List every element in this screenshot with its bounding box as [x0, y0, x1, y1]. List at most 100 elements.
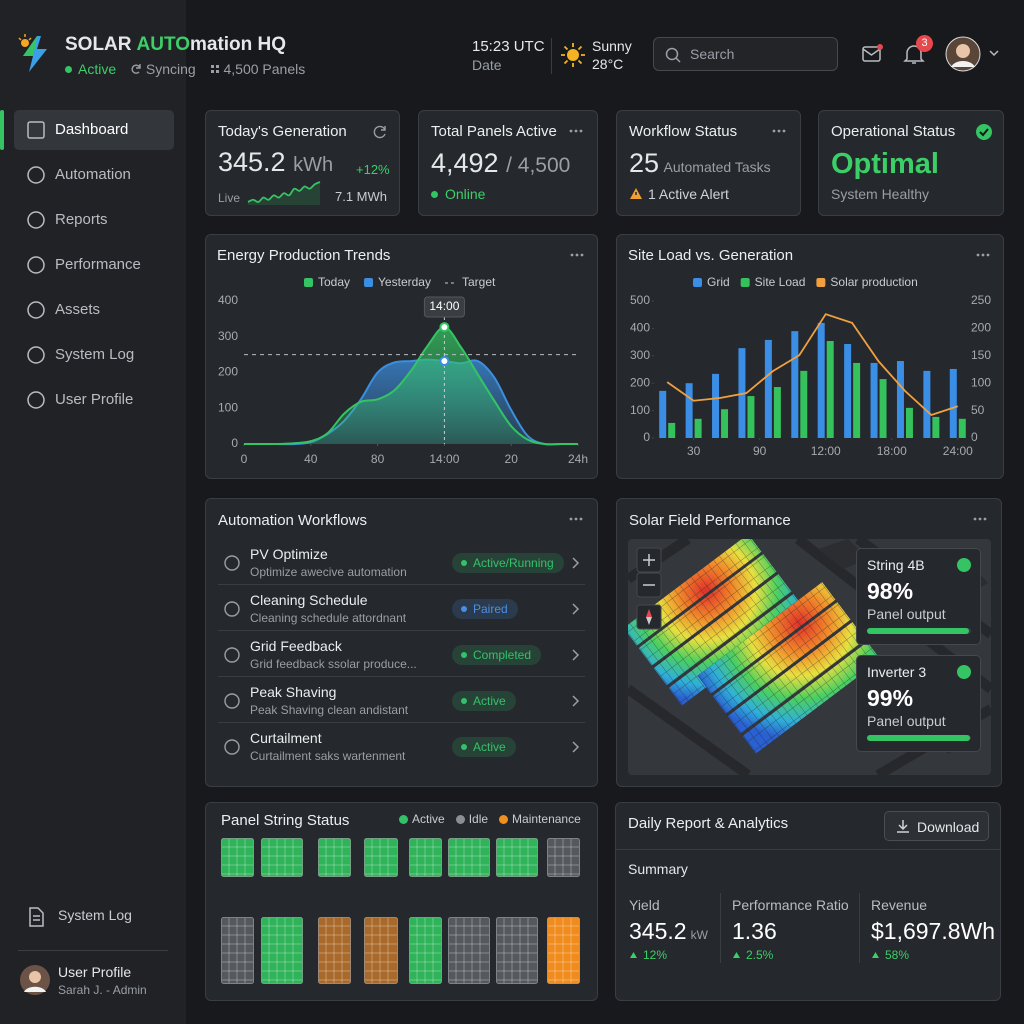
value: 345.2	[218, 147, 286, 177]
bar	[844, 344, 852, 438]
nav-item[interactable]: Automation	[14, 155, 174, 195]
workflow-description: Grid feedback ssolar produce...	[250, 657, 417, 671]
circle	[777, 129, 781, 133]
legend-label: Today	[318, 275, 350, 289]
point-marker	[439, 356, 450, 367]
metric-label: Performance Ratio	[732, 897, 849, 913]
up-arrow	[733, 952, 740, 958]
kpi-title: Total Panels Active	[431, 123, 557, 140]
panel-body	[448, 917, 490, 984]
overlay-name: Inverter 3	[867, 664, 927, 680]
circle	[983, 517, 987, 521]
divider	[720, 893, 721, 963]
nav-item[interactable]: Dashboard	[14, 110, 174, 150]
kpi-change: +12%	[356, 162, 390, 177]
path	[646, 617, 652, 625]
search-icon	[665, 47, 681, 63]
workflow-row[interactable]: Curtailment Curtailment saks wartenment Ac…	[218, 723, 585, 769]
workflows-card: Automation Workflows PV Optimize Optimize…	[205, 498, 598, 787]
nav-label: System Log	[55, 346, 135, 363]
app-title: SOLAR AUTOmation HQ	[65, 34, 286, 56]
chevron[interactable]	[571, 557, 581, 569]
workflow-icon	[224, 693, 240, 709]
status-badge: Active/Running	[452, 553, 564, 573]
legend-swatch	[693, 278, 702, 287]
user-avatar[interactable]	[19, 964, 51, 996]
mail-button[interactable]	[860, 42, 884, 66]
chevron[interactable]	[571, 695, 581, 707]
kpi-title: Workflow Status	[629, 123, 738, 140]
status-dot	[461, 652, 467, 658]
path	[24, 986, 46, 992]
warning-icon	[630, 188, 642, 199]
legend-swatch	[364, 278, 374, 287]
tooltip-label: 14:00	[429, 299, 459, 313]
circle	[665, 47, 679, 61]
panel-body	[547, 917, 580, 984]
nav-item[interactable]: User Profile	[14, 380, 174, 420]
panel-body	[221, 838, 254, 877]
download-button[interactable]: Download	[884, 811, 989, 841]
panel-body	[261, 838, 303, 877]
search-box[interactable]: Search	[653, 37, 838, 71]
workflow-row[interactable]: PV Optimize Optimize awecive automation Ac…	[218, 539, 585, 585]
nav-label: Reports	[55, 211, 108, 228]
overlay-card: Inverter 3 99% Panel output	[856, 655, 981, 752]
more-button[interactable]	[973, 517, 987, 521]
search-placeholder: Search	[690, 46, 735, 62]
circle	[579, 129, 583, 133]
footer-link[interactable]: System Log	[58, 907, 132, 923]
kpi-card: Workflow Status 25 Automated Tasks 1 Act…	[616, 110, 801, 216]
series-line	[244, 326, 578, 446]
bar	[721, 409, 729, 438]
bar	[932, 416, 940, 438]
y-tick-label: 200	[630, 375, 650, 389]
path	[561, 43, 585, 67]
active-indicator	[0, 110, 4, 150]
nav-item[interactable]: Reports	[14, 200, 174, 240]
icon-shape	[27, 391, 45, 409]
panel-body	[547, 838, 580, 877]
workflow-row[interactable]: Grid Feedback Grid feedback ssolar produc…	[218, 631, 585, 677]
more-button[interactable]	[976, 253, 990, 257]
chevron[interactable]	[571, 649, 581, 661]
more-button[interactable]	[772, 129, 786, 133]
zoom-in[interactable]	[636, 547, 662, 573]
x-tick-label: 30	[687, 444, 701, 458]
nav-icon	[27, 166, 45, 184]
more-button[interactable]	[569, 517, 583, 521]
time: 15:23 UTC	[472, 38, 545, 55]
rect	[862, 46, 881, 62]
chevron[interactable]	[571, 741, 581, 753]
kpi-card: Total Panels Active 4,492 / 4,500 Online	[418, 110, 598, 216]
alert: 1 Active Alert	[648, 186, 729, 202]
circle	[575, 253, 579, 257]
icon-shape	[27, 346, 45, 364]
progress-bar	[867, 628, 969, 634]
more-button[interactable]	[569, 129, 583, 133]
nav-item[interactable]: Performance	[14, 245, 174, 285]
chevron[interactable]	[571, 603, 581, 615]
workflow-row[interactable]: Cleaning Schedule Cleaning schedule attor…	[218, 585, 585, 631]
circle	[580, 253, 584, 257]
zoom-out[interactable]	[636, 572, 662, 598]
title-part: AUTO	[136, 34, 190, 55]
refresh-icon[interactable]	[372, 124, 388, 140]
nav-item[interactable]: System Log	[14, 335, 174, 375]
compass[interactable]	[636, 604, 662, 630]
nav-item[interactable]: Assets	[14, 290, 174, 330]
tooltip-box	[423, 296, 465, 318]
workflow-row[interactable]: Peak Shaving Peak Shaving clean andistant…	[218, 677, 585, 723]
nav-icon	[27, 121, 45, 139]
workflow-icon	[224, 647, 240, 663]
avatar[interactable]	[945, 36, 1001, 72]
nav-icon	[27, 391, 45, 409]
kpi-status: System Healthy	[831, 186, 930, 202]
log-icon	[29, 907, 44, 927]
overlay-value: 98%	[867, 578, 914, 604]
more-button[interactable]	[570, 253, 584, 257]
workflow-name: Curtailment	[250, 730, 322, 746]
panels-icon	[210, 65, 219, 73]
kpi-total: 7.1 MWh	[334, 189, 387, 204]
nav-icon	[27, 256, 45, 274]
